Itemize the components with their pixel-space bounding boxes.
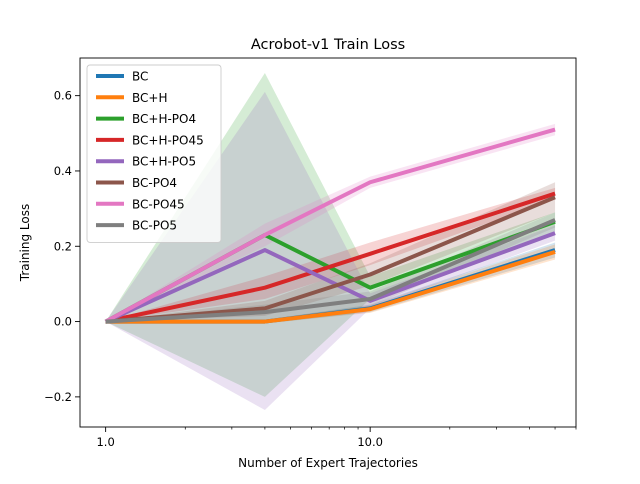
y-tick-label: 0.0 — [54, 315, 72, 329]
legend-label-bc-h-po45: BC+H-PO45 — [132, 133, 204, 147]
legend-box — [86, 64, 222, 243]
band-bc-po5 — [105, 212, 556, 322]
series-lines — [104, 127, 556, 324]
legend: BC BC+H BC+H-PO4 BC+H-PO45 BC+H-PO5 BC-PO4 BC-… — [86, 64, 222, 243]
y-tick-label: 0.6 — [54, 89, 72, 103]
line-bc-h-po45 — [105, 191, 556, 324]
band-bc-po4 — [105, 182, 556, 322]
x-tick-label: 10.0 — [357, 435, 383, 449]
x-axis-label: Number of Expert Trajectories — [238, 456, 418, 470]
legend-label-bc-h-po5: BC+H-PO5 — [132, 155, 196, 169]
legend-label-bc-h: BC+H — [132, 91, 167, 105]
legend-label-bc-po5: BC-PO5 — [132, 219, 177, 233]
chart-title: Acrobot-v1 Train Loss — [251, 37, 405, 53]
band-bc-h-po45 — [105, 187, 556, 322]
plot-area-frame — [79, 57, 577, 428]
y-axis-ticks: −0.2 0.0 0.2 0.4 0.6 — [44, 89, 80, 404]
y-tick-label: −0.2 — [44, 390, 72, 404]
y-tick-label: 0.2 — [54, 239, 72, 253]
y-tick-label: 0.4 — [54, 164, 72, 178]
legend-label-bc: BC — [132, 70, 148, 84]
y-axis-label: Training Loss — [18, 204, 32, 282]
line-bc-h-po5 — [104, 231, 556, 324]
legend-label-bc-po45: BC-PO45 — [132, 197, 185, 211]
line-bc-po45 — [104, 127, 556, 324]
band-bc-h — [105, 244, 556, 324]
line-bc-h — [105, 250, 556, 324]
line-bc-po5 — [105, 218, 556, 324]
legend-label-bc-h-po4: BC+H-PO4 — [132, 112, 196, 126]
legend-label-bc-po4: BC-PO4 — [132, 176, 177, 190]
x-axis-ticks: 1.0 10.0 — [96, 427, 577, 449]
x-tick-label: 1.0 — [96, 435, 114, 449]
band-bc — [105, 242, 556, 324]
